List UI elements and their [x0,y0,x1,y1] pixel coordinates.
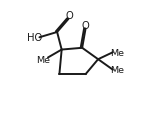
Text: O: O [65,11,73,21]
Text: Me: Me [111,66,125,75]
Text: Me: Me [111,48,125,57]
Text: HO: HO [27,33,42,43]
Text: Me: Me [36,55,50,64]
Text: O: O [82,21,90,31]
